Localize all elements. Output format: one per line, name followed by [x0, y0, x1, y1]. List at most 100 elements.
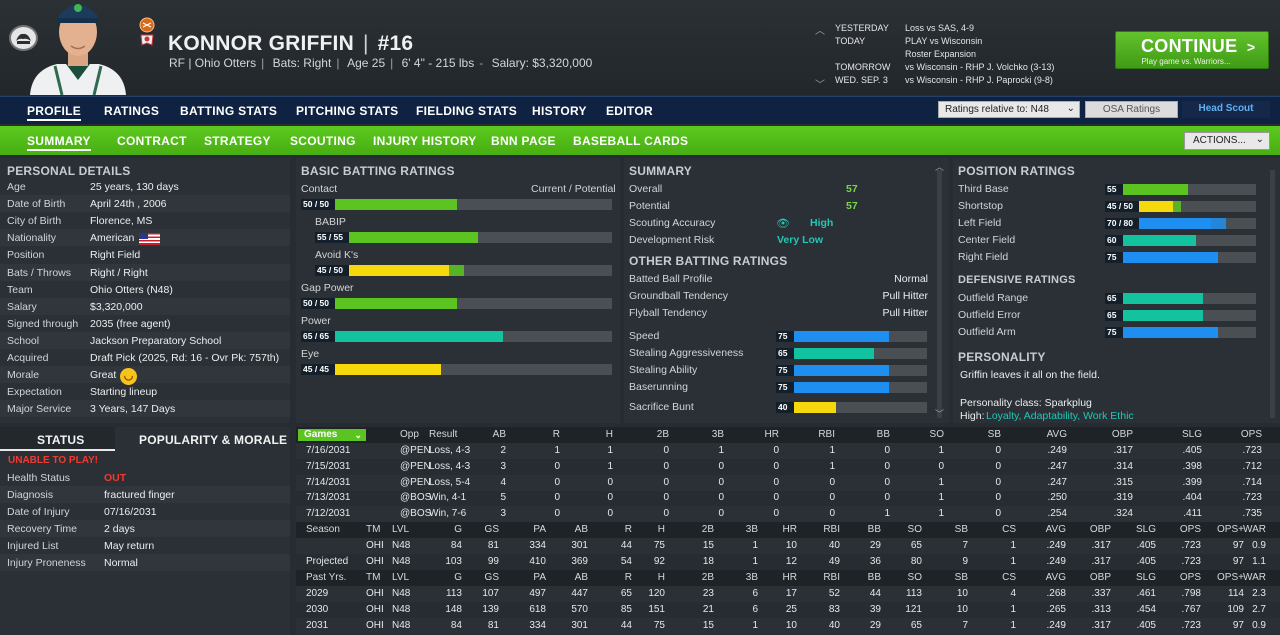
col-header[interactable]: AVG: [1046, 429, 1067, 440]
team-logo-icon[interactable]: [9, 25, 38, 51]
summary-scrollbar[interactable]: [937, 170, 942, 418]
col-header[interactable]: SB: [954, 572, 968, 583]
table-row[interactable]: OHI N48 84 81 334 301 44 75 15 1 10 40 29 65 7 1 .249 .31…: [296, 538, 1280, 554]
col-header[interactable]: TM: [366, 524, 381, 535]
col-header[interactable]: BB: [867, 572, 881, 583]
col-header[interactable]: 3B: [711, 429, 724, 440]
col-header[interactable]: H: [657, 524, 665, 535]
col-header[interactable]: OBP: [1089, 524, 1111, 535]
col-header[interactable]: 3B: [745, 524, 758, 535]
col-header[interactable]: OPS: [1240, 429, 1262, 440]
col-header[interactable]: 2B: [701, 572, 714, 583]
table-row[interactable]: 7/14/2031 @PEN Loss, 5-4 4 0 0 0 0 0 0 0 1 0 .247 .315…: [296, 474, 1280, 491]
col-header[interactable]: OBP: [1089, 572, 1111, 583]
col-header[interactable]: RBI: [818, 429, 835, 440]
col-header[interactable]: BB: [867, 524, 881, 535]
ratings-relative-select[interactable]: Ratings relative to: N48 ⌄: [938, 101, 1080, 118]
col-header[interactable]: SO: [929, 429, 944, 440]
tab-editor[interactable]: EDITOR: [606, 104, 653, 118]
col-header[interactable]: 3B: [745, 572, 758, 583]
col-header[interactable]: WAR: [1243, 524, 1266, 535]
osa-ratings-button[interactable]: OSA Ratings: [1085, 101, 1178, 118]
col-header[interactable]: OPS: [1179, 572, 1201, 583]
col-header[interactable]: Season: [306, 524, 340, 535]
col-header[interactable]: Past Yrs.: [306, 572, 347, 583]
col-header[interactable]: LVL: [392, 524, 410, 535]
tab-profile[interactable]: PROFILE: [27, 104, 82, 121]
chevron-up-icon[interactable]: ︿: [815, 26, 825, 37]
col-header[interactable]: HR: [782, 572, 797, 583]
subtab-bnn-page[interactable]: BNN PAGE: [491, 134, 556, 148]
table-row[interactable]: 2030 OHI N48 148 139 618 570 85 151 21 6 25 83 39 121 1…: [296, 602, 1280, 618]
chevron-down-icon[interactable]: ﹀: [815, 80, 825, 91]
col-header[interactable]: AB: [574, 524, 588, 535]
col-header[interactable]: PA: [533, 524, 546, 535]
col-header[interactable]: CS: [1002, 524, 1016, 535]
col-header[interactable]: H: [657, 572, 665, 583]
col-header[interactable]: OPS: [1179, 524, 1201, 535]
col-header[interactable]: CS: [1002, 572, 1016, 583]
col-header[interactable]: SB: [954, 524, 968, 535]
col-header[interactable]: HR: [764, 429, 779, 440]
col-header[interactable]: R: [624, 524, 632, 535]
schedule-row[interactable]: YESTERDAY Loss vs SAS, 4-9: [835, 23, 974, 33]
tab-history[interactable]: HISTORY: [532, 104, 587, 118]
schedule-row[interactable]: Roster Expansion: [835, 49, 976, 59]
table-row[interactable]: 7/15/2031 @PEN Loss, 4-3 3 0 1 0 0 0 1 0 0 0 .247 .314…: [296, 459, 1280, 475]
col-header[interactable]: OPS+: [1217, 572, 1244, 583]
col-header[interactable]: R: [624, 572, 632, 583]
col-header[interactable]: H: [605, 429, 613, 440]
schedule-row[interactable]: TODAY PLAY vs Wisconsin: [835, 36, 982, 46]
col-header[interactable]: SLG: [1135, 524, 1156, 535]
subtab-summary[interactable]: SUMMARY: [27, 134, 91, 151]
tab-pitching-stats[interactable]: PITCHING STATS: [296, 104, 399, 118]
col-header[interactable]: TM: [366, 572, 381, 583]
tab-batting-stats[interactable]: BATTING STATS: [180, 104, 278, 118]
games-dropdown[interactable]: Games ⌄: [298, 429, 366, 441]
col-header[interactable]: Opp: [400, 429, 419, 440]
subtab-baseball-cards[interactable]: BASEBALL CARDS: [573, 134, 689, 148]
tab-fielding-stats[interactable]: FIELDING STATS: [416, 104, 518, 118]
table-row[interactable]: 2031 OHI N48 84 81 334 301 44 75 15 1 10 40 29 65 7 1 .24…: [296, 617, 1280, 634]
subtab-scouting[interactable]: SCOUTING: [290, 134, 356, 148]
col-header[interactable]: OPS+: [1217, 524, 1244, 535]
col-header[interactable]: PA: [533, 572, 546, 583]
col-header[interactable]: GS: [484, 524, 499, 535]
col-header[interactable]: 2B: [701, 524, 714, 535]
table-row[interactable]: 2029 OHI N48 113 107 497 447 65 120 23 6 17 52 44 113 1…: [296, 586, 1280, 602]
col-header[interactable]: 2B: [656, 429, 669, 440]
table-row[interactable]: Projected OHI N48 103 99 410 369 54 92 18 1 12 49 36 8…: [296, 554, 1280, 570]
schedule-row[interactable]: TOMORROW vs Wisconsin - RHP J. Volchko (3…: [835, 62, 1054, 72]
col-header[interactable]: AVG: [1045, 572, 1066, 583]
chevron-down-icon[interactable]: ﹀: [935, 409, 945, 419]
col-header[interactable]: BB: [876, 429, 890, 440]
col-header[interactable]: AB: [492, 429, 506, 440]
col-header[interactable]: RBI: [823, 572, 840, 583]
col-header[interactable]: R: [552, 429, 560, 440]
actions-dropdown[interactable]: ACTIONS... ⌄: [1184, 132, 1270, 150]
position-scrollbar[interactable]: [1270, 170, 1275, 418]
col-header[interactable]: G: [454, 572, 462, 583]
chevron-up-icon[interactable]: ︿: [935, 162, 945, 172]
col-header[interactable]: SLG: [1135, 572, 1156, 583]
col-header[interactable]: OBP: [1111, 429, 1133, 440]
continue-button[interactable]: CONTINUE > Play game vs. Warriors...: [1115, 31, 1269, 69]
col-header[interactable]: SB: [987, 429, 1001, 440]
col-header[interactable]: SLG: [1181, 429, 1202, 440]
col-header[interactable]: HR: [782, 524, 797, 535]
col-header[interactable]: Result: [429, 429, 458, 440]
table-row[interactable]: 7/12/2031 @BOS Win, 7-6 3 0 0 0 0 0 0 1 1 0 .254 .324.…: [296, 506, 1280, 523]
col-header[interactable]: WAR: [1243, 572, 1266, 583]
col-header[interactable]: SO: [907, 524, 922, 535]
tab-ratings[interactable]: RATINGS: [104, 104, 160, 118]
col-header[interactable]: GS: [484, 572, 499, 583]
subtab-injury-history[interactable]: INJURY HISTORY: [373, 134, 477, 148]
col-header[interactable]: SO: [907, 572, 922, 583]
subtab-strategy[interactable]: STRATEGY: [204, 134, 271, 148]
table-row[interactable]: 7/13/2031 @BOS Win, 4-1 5 0 0 0 0 0 0 0 1 0 .250 .319.…: [296, 490, 1280, 506]
head-scout-button[interactable]: Head Scout: [1182, 101, 1270, 118]
col-header[interactable]: G: [454, 524, 462, 535]
status-tab[interactable]: [0, 427, 115, 451]
col-header[interactable]: LVL: [392, 572, 410, 583]
col-header[interactable]: RBI: [823, 524, 840, 535]
